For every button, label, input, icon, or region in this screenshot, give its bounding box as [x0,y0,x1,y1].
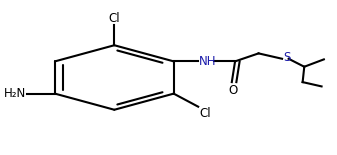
Text: NH: NH [199,55,216,68]
Text: Cl: Cl [199,107,211,120]
Text: S: S [283,51,290,64]
Text: Cl: Cl [109,11,120,24]
Text: O: O [229,84,238,97]
Text: H₂N: H₂N [4,87,26,100]
